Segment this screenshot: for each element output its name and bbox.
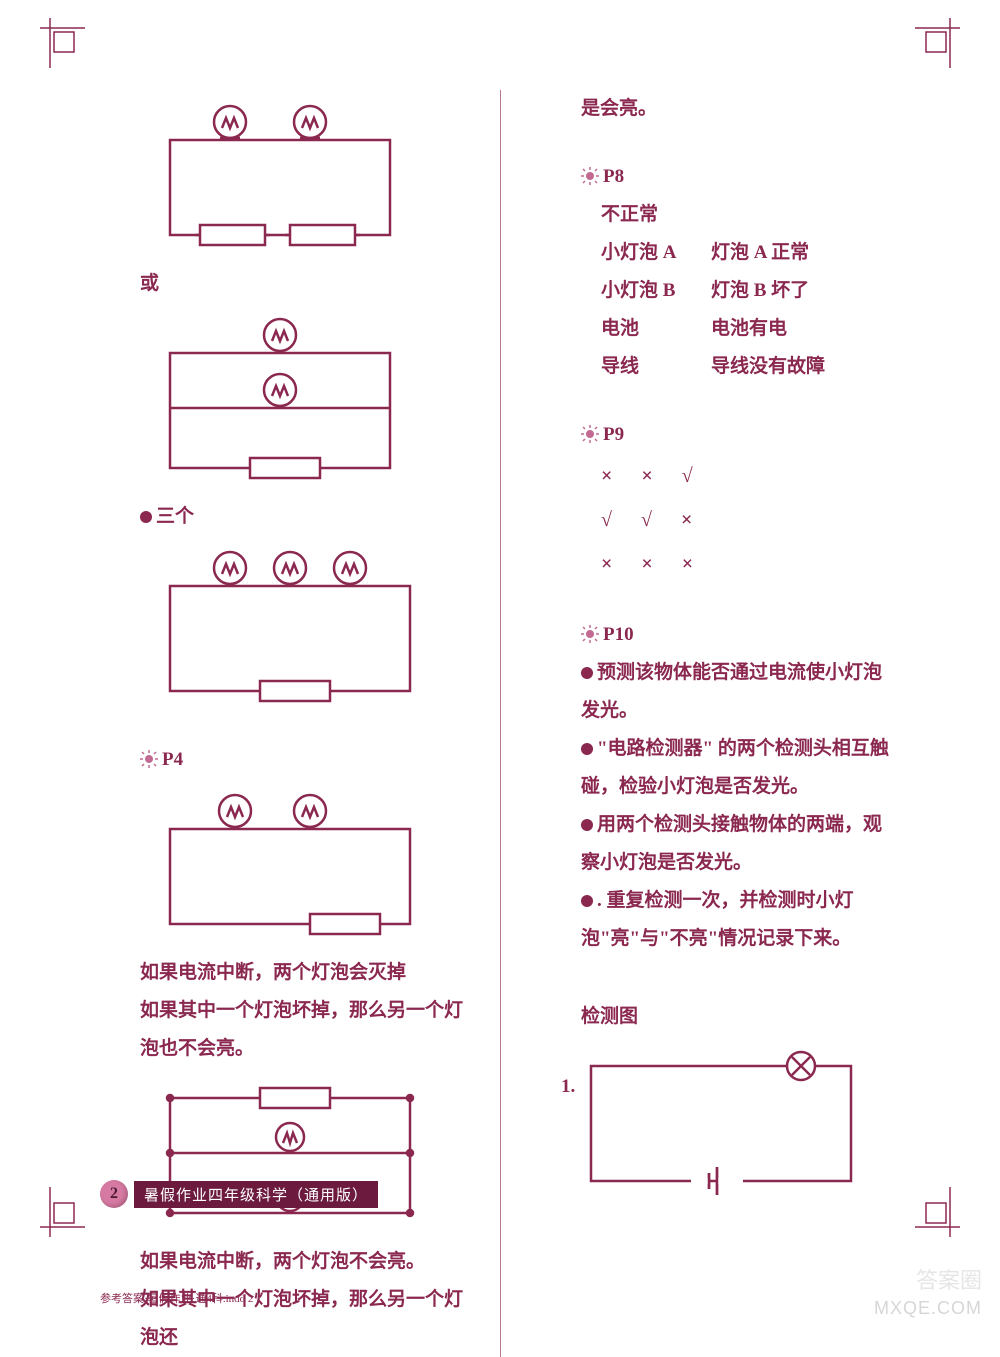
corner-mark-bl	[40, 1177, 100, 1237]
p8-c1: 不正常	[601, 196, 711, 234]
p10-bullet: 用两个检测头接触物体的两端，观察小灯泡是否发光。	[541, 806, 900, 882]
p8-heading: P8	[541, 158, 900, 196]
circuit-two-parallel-bulbs	[160, 313, 470, 488]
watermark-bottom: MXQE.COM	[874, 1298, 982, 1319]
p4-text2: 如果其中一个灯泡坏掉，那么另一个灯泡也不会亮。	[100, 992, 470, 1068]
bullet-dot	[581, 743, 593, 755]
p10-bullet: 预测该物体能否通过电流使小灯泡发光。	[541, 654, 900, 730]
label-three: 三个	[100, 498, 470, 536]
circuit-p4-a	[160, 789, 470, 944]
corner-mark-tl	[40, 18, 100, 78]
p8-row: 电池电池有电	[541, 310, 900, 348]
p9-heading: P9	[541, 416, 900, 454]
p8-c2: 导线没有故障	[711, 348, 900, 386]
p8-row: 小灯泡 B灯泡 B 坏了	[541, 272, 900, 310]
sun-icon	[140, 750, 158, 768]
p8-c2: 灯泡 B 坏了	[711, 272, 900, 310]
p4-text1: 如果电流中断，两个灯泡会灭掉	[100, 954, 470, 992]
left-column: 或 三个	[100, 90, 500, 1357]
detect-label: 检测图	[541, 998, 900, 1036]
page-number: 2	[100, 1180, 128, 1208]
watermark-top: 答案圈	[916, 1263, 982, 1295]
corner-mark-tr	[900, 18, 960, 78]
sun-icon	[581, 625, 599, 643]
bullet-dot	[581, 819, 593, 831]
p9-row: √ √ ×	[541, 498, 900, 542]
p9-row: × × ×	[541, 542, 900, 586]
p10-heading: P10	[541, 616, 900, 654]
p4-heading: P4	[100, 741, 470, 779]
p10-bullet: "电路检测器" 的两个检测头相互触碰，检验小灯泡是否发光。	[541, 730, 900, 806]
p8-c1: 电池	[601, 310, 711, 348]
circuit-three-series	[160, 546, 470, 711]
page-label: 暑假作业四年级科学（通用版）	[134, 1181, 378, 1208]
p8-c2: 灯泡 A 正常	[711, 234, 900, 272]
bullet-dot	[581, 667, 593, 679]
page-badge: 2 暑假作业四年级科学（通用版）	[100, 1180, 378, 1208]
p8-c1: 小灯泡 B	[601, 272, 711, 310]
p8-c1: 小灯泡 A	[601, 234, 711, 272]
p9-row: × × √	[541, 454, 900, 498]
p10-bullet: . 重复检测一次，并检测时小灯泡"亮"与"不亮"情况记录下来。	[541, 882, 900, 958]
circuit-two-series	[160, 100, 470, 255]
sun-icon	[581, 425, 599, 443]
p8-row: 小灯泡 A灯泡 A 正常	[541, 234, 900, 272]
circuit-p4-b	[160, 1078, 470, 1233]
p4-text3: 如果电流中断，两个灯泡不会亮。	[100, 1243, 470, 1281]
right-column: 是会亮。 P8 不正常小灯泡 A灯泡 A 正常小灯泡 B灯泡 B 坏了电池电池有…	[500, 90, 900, 1357]
sun-icon	[581, 167, 599, 185]
p8-c2: 电池有电	[711, 310, 900, 348]
label-or: 或	[100, 265, 470, 303]
bullet-dot	[581, 895, 593, 907]
p8-row: 导线导线没有故障	[541, 348, 900, 386]
p8-c2	[711, 196, 900, 234]
detect-num: 1.	[561, 1076, 575, 1098]
p8-c1: 导线	[601, 348, 711, 386]
cont-text: 是会亮。	[541, 90, 900, 128]
circuit-detect	[581, 1046, 900, 1201]
footer-note: 参考答案·暑假作业·通4科.indd 2	[100, 1290, 253, 1306]
p8-row: 不正常	[541, 196, 900, 234]
